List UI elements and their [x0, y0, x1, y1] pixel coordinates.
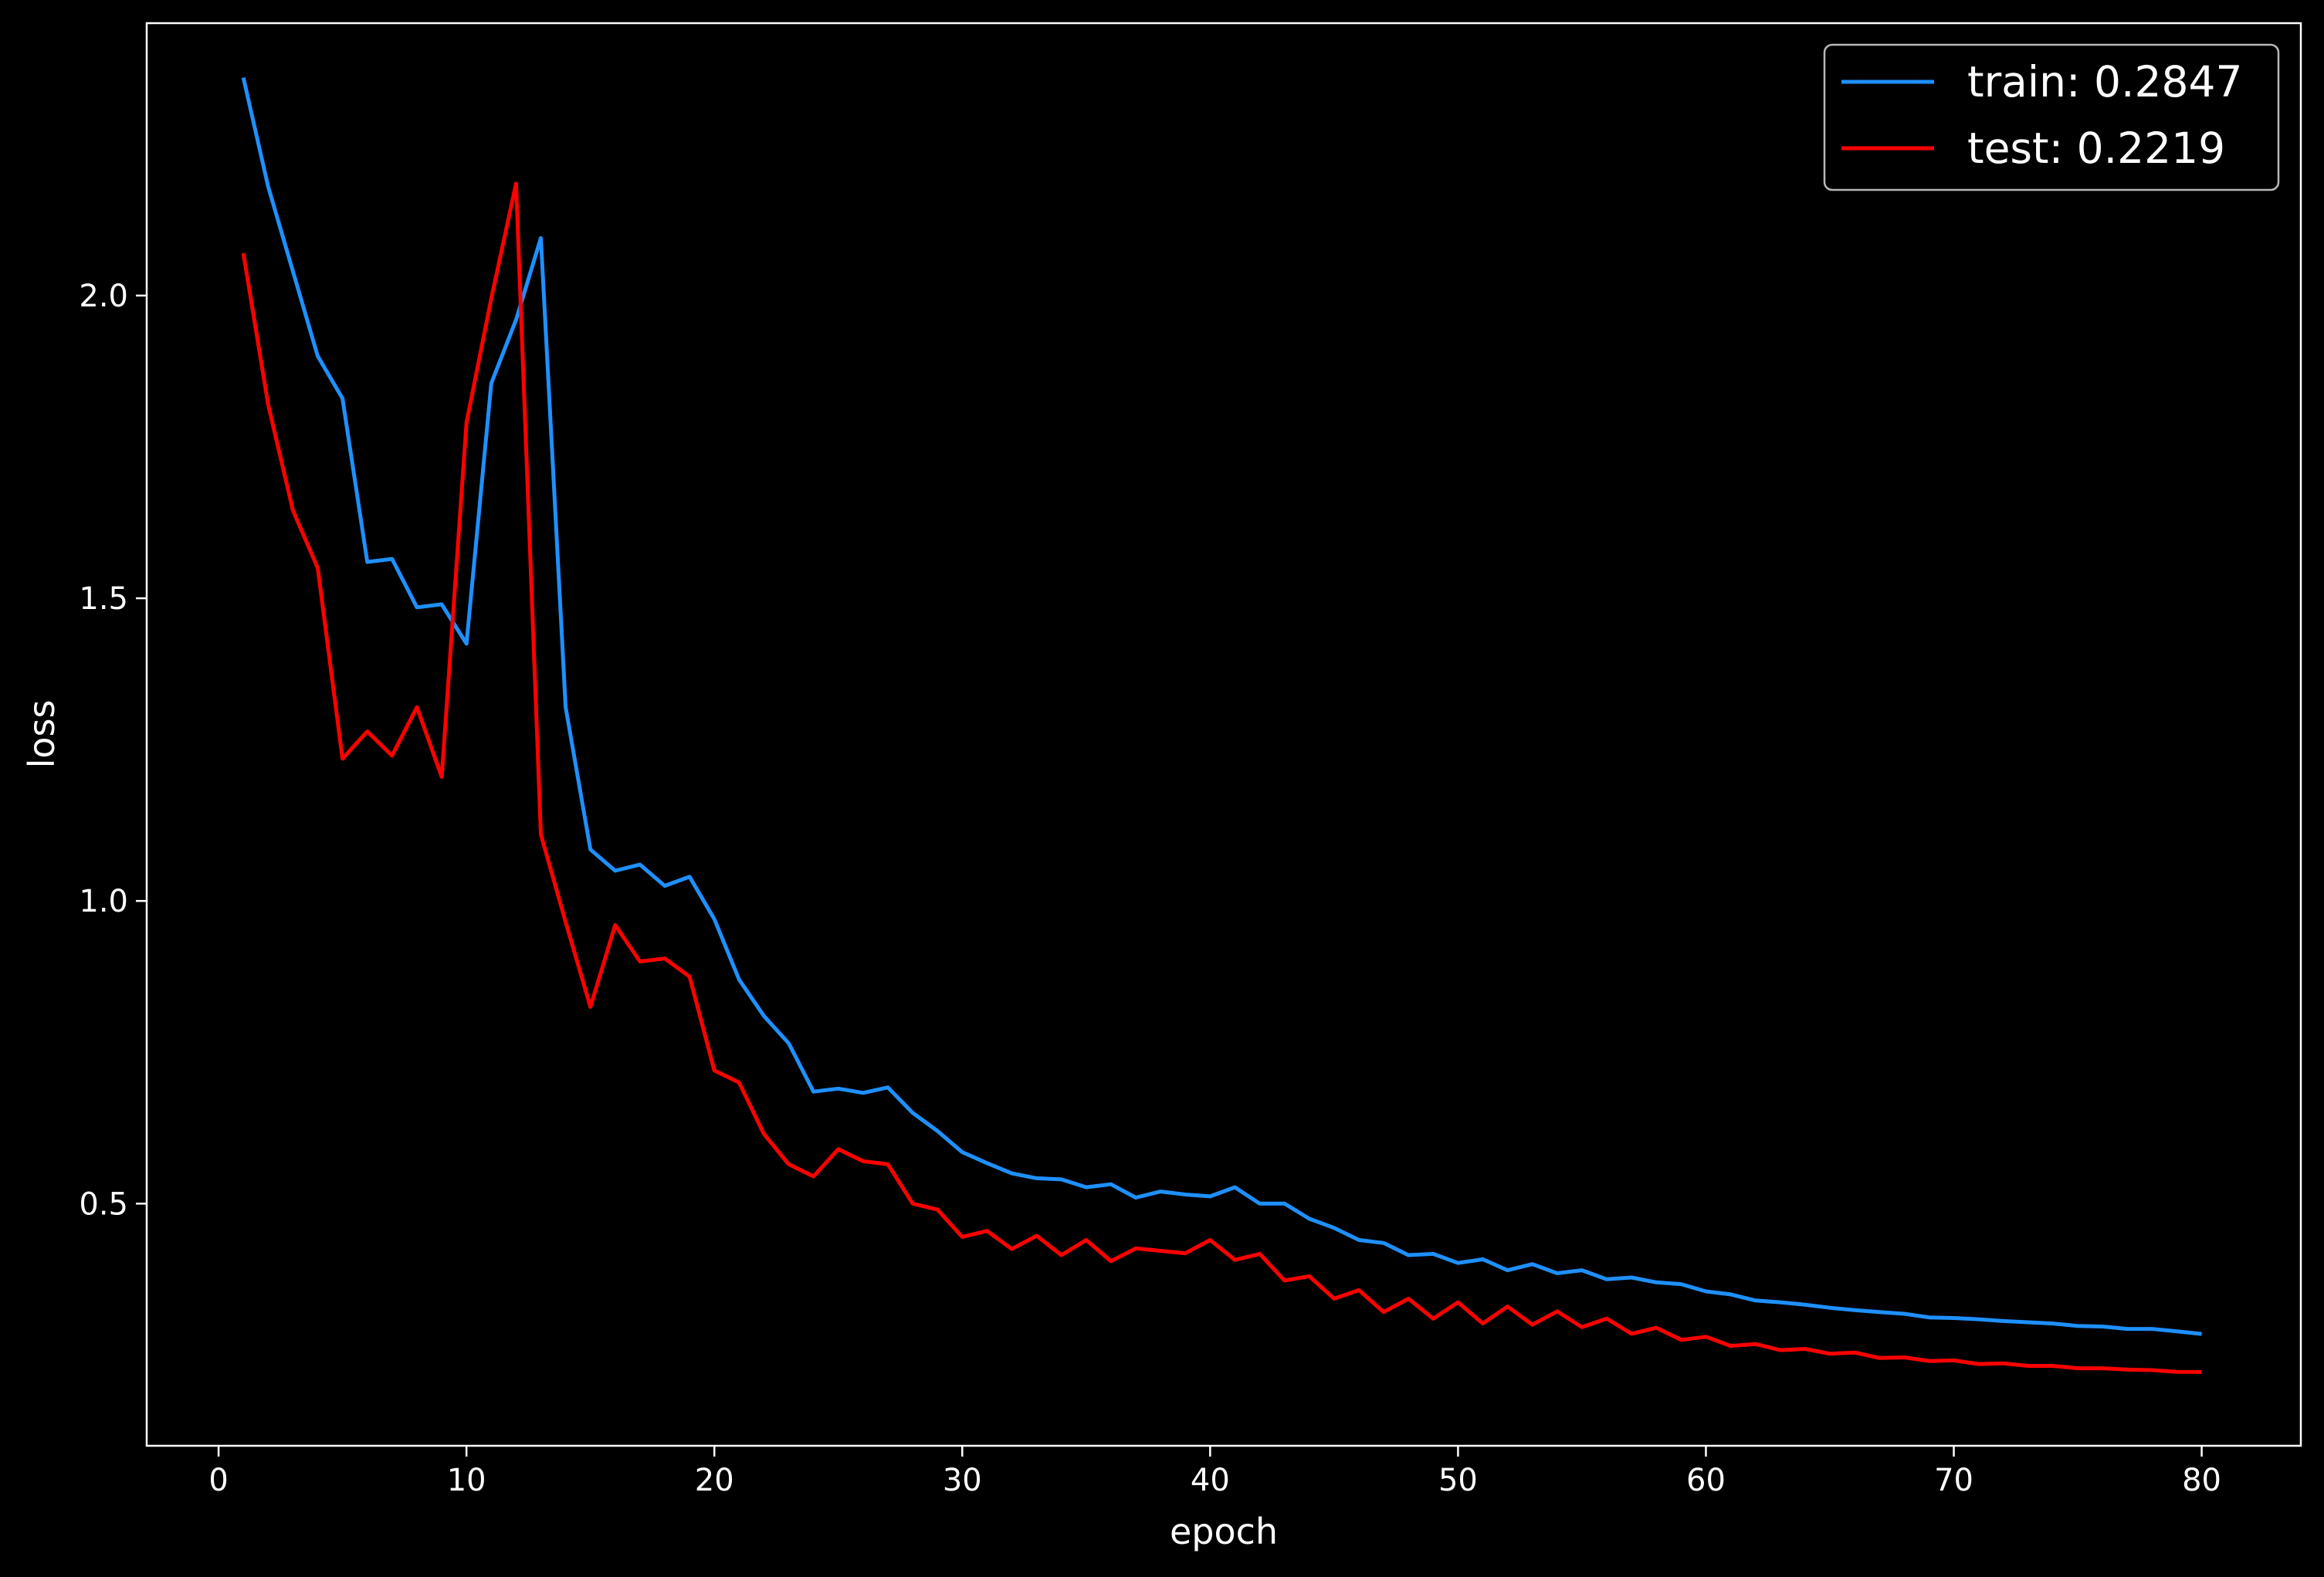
x-tick-label: 30 — [943, 1463, 982, 1498]
legend-box — [1823, 43, 2280, 191]
y-tick-label: 2.0 — [79, 279, 128, 314]
x-tick-label: 60 — [1686, 1463, 1726, 1498]
series-lines — [241, 77, 2202, 1374]
x-tick-label: 20 — [695, 1463, 734, 1498]
series-line-1 — [241, 181, 2202, 1374]
plot-frame — [145, 22, 2302, 1447]
y-axis: 0.5 1.0 1.5 2.0 — [79, 279, 147, 1222]
y-tick-label: 1.0 — [79, 884, 128, 919]
legend: train: 0.2847 test: 0.2219 — [1823, 43, 2280, 191]
x-tick-label: 80 — [2182, 1463, 2221, 1498]
y-tick-label: 0.5 — [79, 1186, 128, 1222]
series-line-0 — [241, 77, 2202, 1336]
legend-label-train: train: 0.2847 — [1967, 57, 2242, 107]
legend-label-test: test: 0.2219 — [1967, 124, 2225, 173]
y-tick-label: 1.5 — [79, 581, 128, 617]
x-tick-label: 70 — [1934, 1463, 1973, 1498]
x-axis-label: epoch — [1170, 1511, 1278, 1552]
y-axis-label: loss — [21, 700, 63, 769]
x-tick-label: 10 — [447, 1463, 486, 1498]
x-tick-label: 0 — [208, 1463, 228, 1498]
x-tick-label: 40 — [1191, 1463, 1230, 1498]
x-axis: 0 10 20 30 40 50 60 70 80 — [208, 1446, 2221, 1498]
x-tick-label: 50 — [1438, 1463, 1478, 1498]
